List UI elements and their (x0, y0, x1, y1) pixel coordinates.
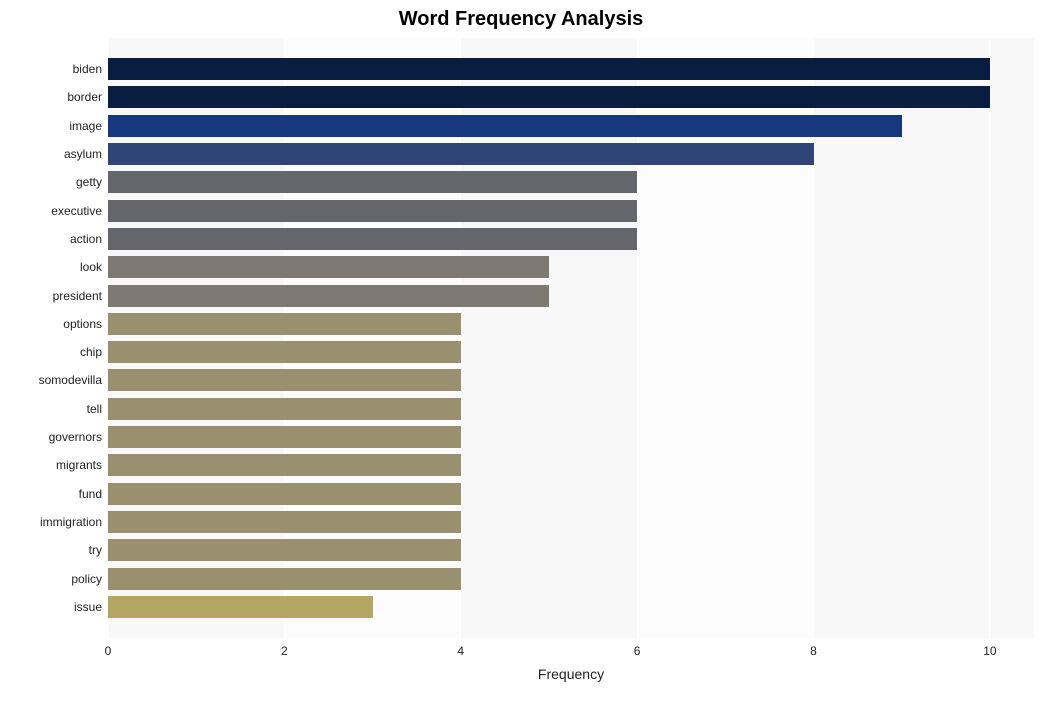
bar (108, 313, 461, 335)
y-tick-label: try (89, 543, 102, 557)
y-tick-label: executive (51, 204, 102, 218)
bar (108, 454, 461, 476)
bar (108, 200, 637, 222)
bar (108, 369, 461, 391)
y-tick-label: migrants (56, 458, 102, 472)
bar (108, 171, 637, 193)
y-tick-label: action (70, 232, 102, 246)
bar (108, 426, 461, 448)
bar (108, 539, 461, 561)
y-tick-label: somodevilla (39, 373, 102, 387)
y-tick-label: border (67, 90, 102, 104)
y-tick-label: biden (73, 62, 102, 76)
x-tick-label: 8 (810, 644, 817, 658)
bar (108, 228, 637, 250)
x-tick-label: 0 (105, 644, 112, 658)
plot-area: Frequency 0246810bidenborderimageasylumg… (108, 38, 1034, 638)
x-tick-label: 4 (457, 644, 464, 658)
bar (108, 398, 461, 420)
y-tick-label: issue (74, 600, 102, 614)
chart-container: Word Frequency Analysis Frequency 024681… (0, 0, 1042, 701)
bar (108, 86, 990, 108)
y-tick-label: asylum (64, 147, 102, 161)
grid-line (989, 38, 990, 638)
bar (108, 256, 549, 278)
bar (108, 285, 549, 307)
y-tick-label: immigration (40, 515, 102, 529)
x-tick-label: 6 (634, 644, 641, 658)
y-tick-label: chip (80, 345, 102, 359)
y-tick-label: governors (49, 430, 102, 444)
chart-title: Word Frequency Analysis (0, 8, 1042, 31)
bar (108, 115, 902, 137)
bar (108, 341, 461, 363)
bar (108, 483, 461, 505)
x-axis-label: Frequency (538, 666, 604, 682)
x-tick-label: 2 (281, 644, 288, 658)
y-tick-label: tell (87, 402, 102, 416)
bar (108, 58, 990, 80)
bar (108, 596, 373, 618)
bar (108, 568, 461, 590)
y-tick-label: image (69, 119, 102, 133)
bar (108, 511, 461, 533)
y-tick-label: president (53, 289, 102, 303)
y-tick-label: options (63, 317, 102, 331)
x-tick-label: 10 (983, 644, 996, 658)
y-tick-label: look (80, 260, 102, 274)
bar (108, 143, 814, 165)
y-tick-label: getty (76, 175, 102, 189)
y-tick-label: fund (79, 487, 102, 501)
y-tick-label: policy (71, 572, 102, 586)
